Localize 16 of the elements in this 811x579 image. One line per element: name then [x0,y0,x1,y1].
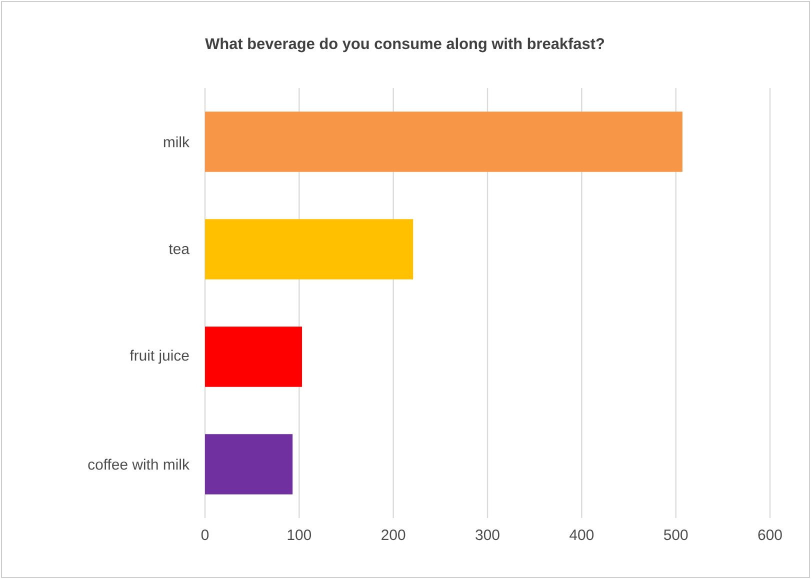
y-tick-label: coffee with milk [88,458,190,470]
x-tick-label: 0 [201,530,209,540]
x-tick-label: 200 [382,530,406,540]
x-tick-label: 300 [476,530,500,540]
bar [205,112,682,172]
y-tick-label: fruit juice [130,350,189,364]
x-tick-label: 400 [570,530,594,540]
x-tick-label: 600 [758,530,782,540]
y-tick-label: milk [164,136,190,148]
bar [205,219,414,280]
y-tick-label: tea [168,244,190,254]
bar [205,326,302,387]
x-tick-label: 100 [288,530,312,540]
chart-title: What beverage do you consume along with breakfast? [205,38,604,52]
bar [205,434,293,494]
x-tick-label: 500 [664,530,688,540]
